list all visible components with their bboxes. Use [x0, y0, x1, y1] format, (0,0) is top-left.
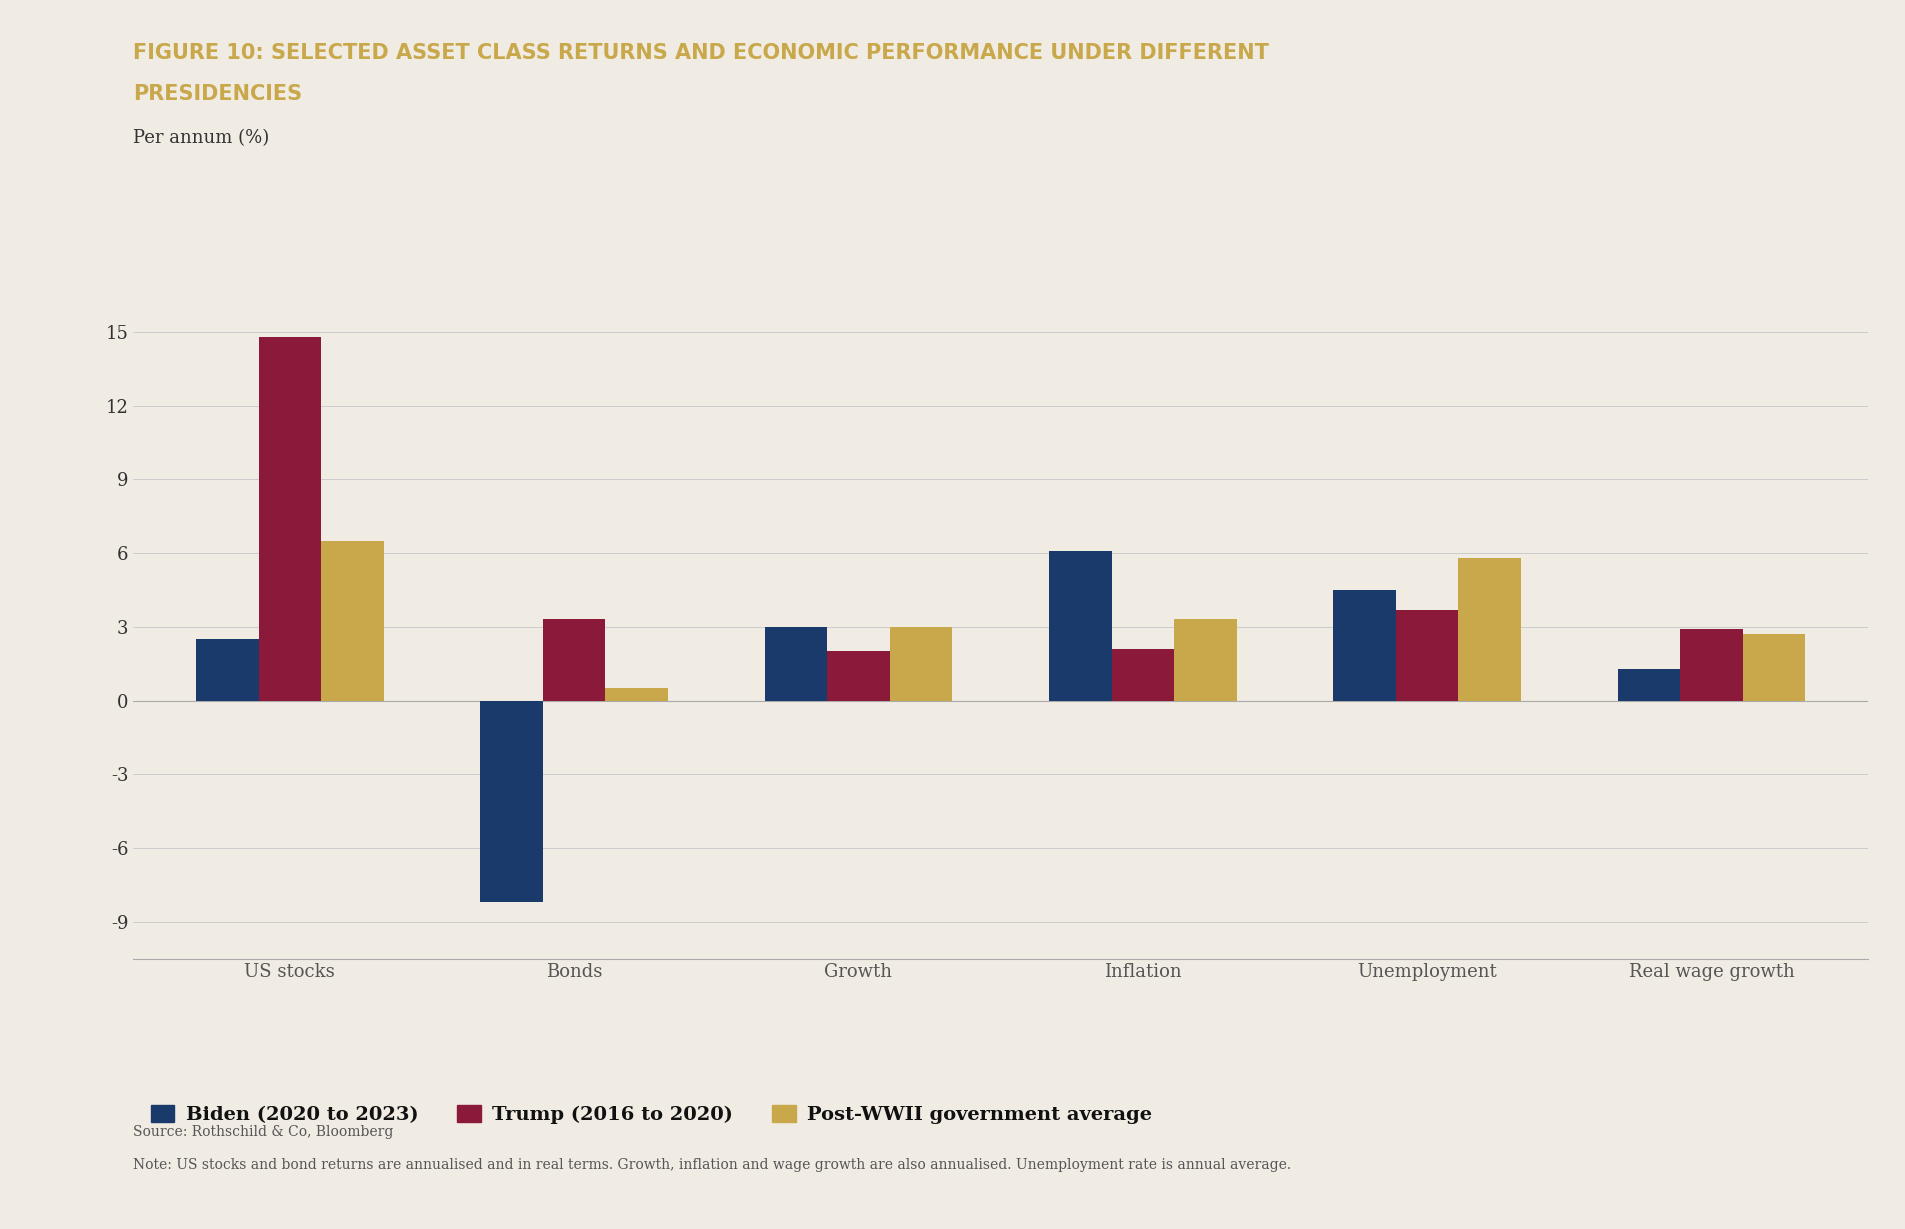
Bar: [1741, 634, 1804, 701]
Bar: [1617, 669, 1680, 701]
Bar: [764, 627, 827, 701]
Bar: [890, 627, 952, 701]
Text: FIGURE 10: SELECTED ASSET CLASS RETURNS AND ECONOMIC PERFORMANCE UNDER DIFFERENT: FIGURE 10: SELECTED ASSET CLASS RETURNS …: [133, 43, 1269, 63]
Bar: [1111, 649, 1173, 701]
Legend: Biden (2020 to 2023), Trump (2016 to 2020), Post-WWII government average: Biden (2020 to 2023), Trump (2016 to 202…: [143, 1096, 1160, 1132]
Bar: [827, 651, 890, 701]
Bar: [1173, 619, 1236, 701]
Text: PRESIDENCIES: PRESIDENCIES: [133, 84, 303, 103]
Text: Note: US stocks and bond returns are annualised and in real terms. Growth, infla: Note: US stocks and bond returns are ann…: [133, 1158, 1292, 1171]
Bar: [606, 688, 667, 701]
Bar: [259, 337, 320, 701]
Bar: [480, 701, 543, 902]
Bar: [196, 639, 259, 701]
Bar: [543, 619, 606, 701]
Text: Source: Rothschild & Co, Bloomberg: Source: Rothschild & Co, Bloomberg: [133, 1125, 394, 1138]
Bar: [1680, 629, 1741, 701]
Bar: [1394, 610, 1457, 701]
Text: Per annum (%): Per annum (%): [133, 129, 269, 147]
Bar: [320, 541, 383, 701]
Bar: [1048, 551, 1111, 701]
Bar: [1457, 558, 1520, 701]
Bar: [1334, 590, 1394, 701]
